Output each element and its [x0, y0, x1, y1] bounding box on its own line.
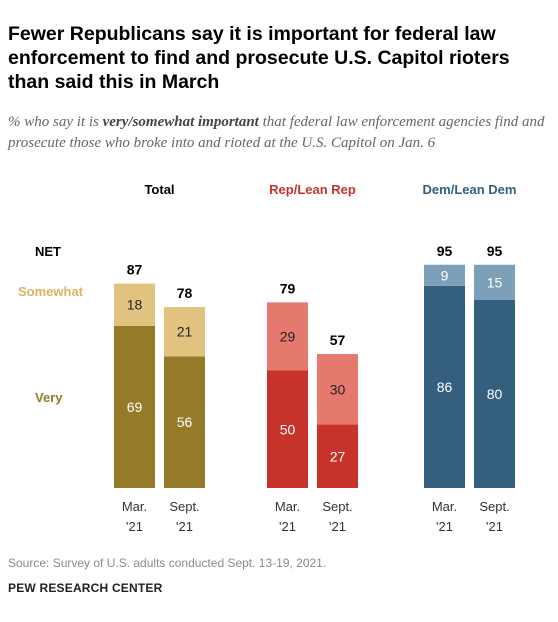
- bar-segment-somewhat: [474, 264, 515, 300]
- bar-segment-somewhat: [317, 354, 358, 425]
- data-label-very: 27: [330, 448, 346, 464]
- bar-segment-very: [114, 325, 155, 488]
- x-tick-label: '21: [329, 519, 346, 534]
- row-label-net: NET: [35, 244, 61, 259]
- subtitle-pre: % who say it is: [8, 114, 103, 130]
- bar-segment-very: [474, 300, 515, 488]
- bar-segment-somewhat: [267, 302, 308, 371]
- organization-name: PEW RESEARCH CENTER: [8, 581, 163, 595]
- group-label: Dem/Lean Dem: [423, 182, 517, 197]
- group-label: Total: [144, 182, 174, 197]
- data-label-somewhat: 30: [330, 381, 346, 397]
- row-label-somewhat: Somewhat: [18, 284, 84, 299]
- x-tick-label: '21: [279, 519, 296, 534]
- bar-segment-somewhat: [114, 283, 155, 326]
- chart-subtitle: % who say it is very/somewhat important …: [8, 112, 553, 154]
- data-label-very: 80: [487, 386, 503, 402]
- x-tick-label: Sept.: [479, 499, 509, 514]
- row-label-very: Very: [35, 390, 63, 405]
- data-label-somewhat: 15: [487, 274, 503, 290]
- data-label-very: 86: [437, 379, 453, 395]
- subtitle-emphasis: very/somewhat important: [102, 114, 259, 130]
- data-label-somewhat: 9: [441, 267, 449, 283]
- x-tick-label: '21: [436, 519, 453, 534]
- subtitle-post: that federal law enforcement agencies fi…: [8, 114, 545, 151]
- bar-segment-very: [317, 424, 358, 488]
- x-tick-label: Sept.: [169, 499, 199, 514]
- x-tick-label: Mar.: [432, 499, 457, 514]
- data-label-somewhat: 18: [127, 297, 143, 313]
- data-label-net: 78: [177, 285, 193, 301]
- bar-segment-very: [424, 285, 465, 488]
- x-tick-label: Mar.: [275, 499, 300, 514]
- bar-segment-somewhat: [424, 264, 465, 286]
- data-label-net: 57: [330, 332, 346, 348]
- x-tick-label: '21: [176, 519, 193, 534]
- data-label-very: 56: [177, 414, 193, 430]
- data-label-net: 95: [487, 243, 503, 259]
- data-label-somewhat: 21: [177, 324, 193, 340]
- data-label-very: 50: [280, 421, 296, 437]
- source-note: Source: Survey of U.S. adults conducted …: [8, 556, 327, 570]
- data-label-very: 69: [127, 399, 143, 415]
- data-label-somewhat: 29: [280, 328, 296, 344]
- data-label-net: 95: [437, 243, 453, 259]
- x-tick-label: Sept.: [322, 499, 352, 514]
- chart-title: Fewer Republicans say it is important fo…: [8, 23, 510, 93]
- data-label-net: 87: [127, 262, 143, 278]
- x-tick-label: '21: [486, 519, 503, 534]
- bar-segment-very: [164, 356, 205, 488]
- bar-segment-very: [267, 370, 308, 488]
- bar-segment-somewhat: [164, 307, 205, 357]
- group-label: Rep/Lean Rep: [269, 182, 356, 197]
- x-tick-label: '21: [126, 519, 143, 534]
- x-tick-label: Mar.: [122, 499, 147, 514]
- data-label-net: 79: [280, 280, 296, 296]
